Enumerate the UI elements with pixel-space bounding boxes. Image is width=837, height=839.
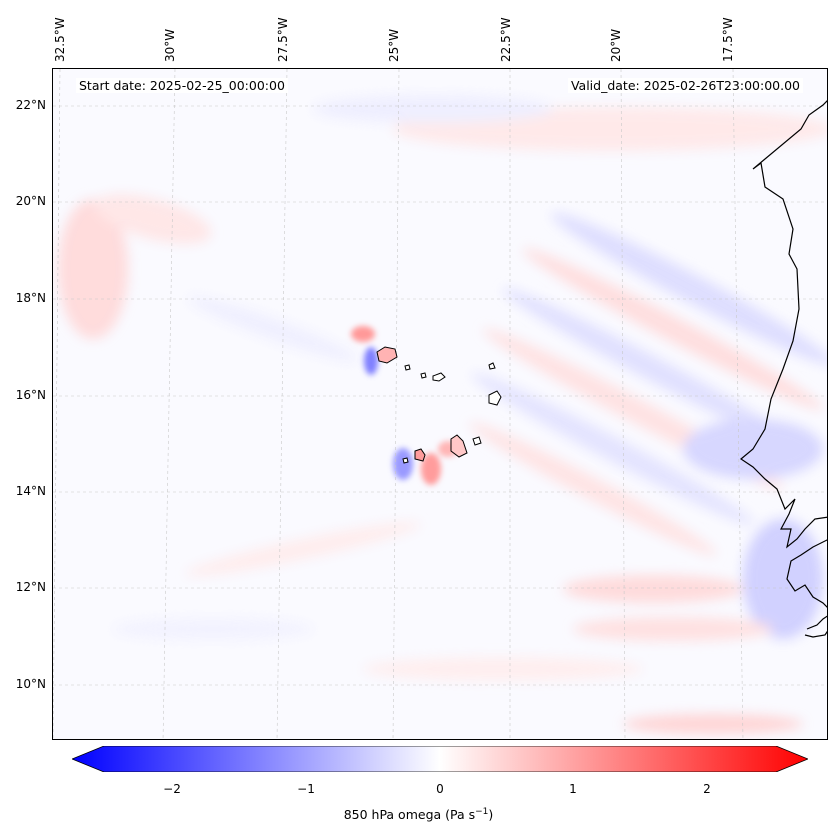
start-date-label: Start date: 2025-02-25_00:00:00	[76, 78, 288, 93]
colorbar-tick-1: 1	[569, 782, 577, 796]
colorbar-gradient	[72, 746, 808, 772]
colorbar-tick-2: 2	[703, 782, 711, 796]
lat-label-20n: 20°N	[15, 194, 46, 208]
omega-shading	[58, 95, 827, 734]
lat-label-22n: 22°N	[15, 98, 46, 112]
lon-label-27-5w: 27.5°W	[276, 17, 290, 62]
lat-label-10n: 10°N	[15, 677, 46, 691]
lon-label-25w: 25°W	[387, 28, 401, 62]
colorbar-tick-minus1: −1	[297, 782, 315, 796]
lat-label-18n: 18°N	[15, 291, 46, 305]
lon-label-32-5w: 32.5°W	[53, 17, 67, 62]
lat-label-12n: 12°N	[15, 580, 46, 594]
omega-field-plot	[53, 69, 827, 739]
colorbar-tick-0: 0	[436, 782, 444, 796]
colorbar	[72, 746, 808, 772]
lon-label-22-5w: 22.5°W	[499, 17, 513, 62]
valid-date-label: Valid_date: 2025-02-26T23:00:00.00	[567, 78, 803, 93]
colorbar-title-suffix: )	[488, 807, 494, 823]
omega-map[interactable]	[52, 68, 828, 740]
colorbar-title: 850 hPa omega (Pa s−1)	[0, 807, 837, 822]
lon-label-17-5w: 17.5°W	[721, 17, 735, 62]
lon-label-30w: 30°W	[163, 28, 177, 62]
coastline	[739, 100, 827, 638]
colorbar-title-prefix: 850 hPa omega (Pa s	[343, 807, 476, 823]
lat-label-16n: 16°N	[15, 388, 46, 402]
lat-label-14n: 14°N	[15, 484, 46, 498]
lon-label-20w: 20°W	[609, 28, 623, 62]
colorbar-tick-minus2: −2	[163, 782, 181, 796]
graticule	[53, 69, 827, 739]
colorbar-title-sup: −1	[475, 807, 489, 817]
cape-verde-islands	[376, 346, 502, 464]
